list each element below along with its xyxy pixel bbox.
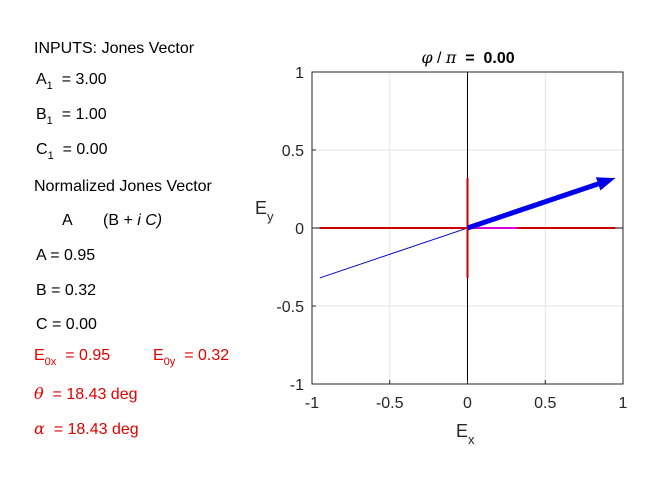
title-value: = 0.00 xyxy=(456,50,514,67)
x-tick-label-1: -0.5 xyxy=(376,395,404,412)
e0y-value: = 0.32 xyxy=(184,347,230,364)
title-phi: φ xyxy=(421,48,433,67)
alpha-value: = 18.43 deg xyxy=(53,421,139,438)
ticks xyxy=(311,71,624,385)
b1-subscript: 1 xyxy=(46,115,53,127)
a1-label: A xyxy=(36,71,47,88)
a1-subscript: 1 xyxy=(46,80,53,92)
y-axis-label: Ey xyxy=(255,198,274,224)
b1-label: B xyxy=(36,106,47,123)
y-tick-label-4: 1 xyxy=(295,65,304,82)
theta-readout: θ = 18.43 deg xyxy=(34,385,138,404)
c1-value: = 0.00 xyxy=(62,141,108,158)
x-axis-label-main: E xyxy=(456,421,468,441)
y-tick-label-1: -0.5 xyxy=(276,299,304,316)
e0x-subscript: 0x xyxy=(44,356,57,368)
plot-series xyxy=(312,72,623,384)
b1-value: = 1.00 xyxy=(61,106,107,123)
input-a1: A1 = 3.00 xyxy=(36,71,107,92)
x-tick-label-3: 0.5 xyxy=(534,395,556,412)
x-tick-label-4: 1 xyxy=(619,395,628,412)
e0y-label: E xyxy=(153,347,164,364)
e0y-readout: E0y = 0.32 xyxy=(153,347,230,368)
field-arrow-shaft xyxy=(466,181,599,231)
inputs-heading: INPUTS: Jones Vector xyxy=(34,40,195,57)
y-tick-label-3: 0.5 xyxy=(282,143,304,160)
tick-labels: -1 -0.5 0 0.5 1 -1 -0.5 0 0.5 1 xyxy=(276,65,627,412)
vector-b-open: (B + xyxy=(103,212,138,229)
alpha-readout: α = 18.43 deg xyxy=(34,420,139,439)
c1-subscript: 1 xyxy=(47,150,54,162)
y-axis-label-main: E xyxy=(255,198,267,218)
e0y-subscript: 0y xyxy=(163,356,176,368)
x-axis-label-sub: x xyxy=(468,432,475,447)
y-tick-label-0: -1 xyxy=(290,377,304,394)
a1-value: = 3.00 xyxy=(61,71,107,88)
title-pi: π xyxy=(445,48,457,67)
normalized-c: C = 0.00 xyxy=(36,316,97,333)
input-b1: B1 = 1.00 xyxy=(36,106,107,127)
vector-a-label: A xyxy=(62,212,73,229)
plot-title: φ / π = 0.00 xyxy=(421,48,514,67)
y-axis-label-sub: y xyxy=(267,209,274,224)
field-arrow-head xyxy=(595,177,616,191)
theta-value: = 18.43 deg xyxy=(52,386,138,403)
e0x-value: = 0.95 xyxy=(65,347,111,364)
e0x-readout: E0x = 0.95 xyxy=(34,347,111,368)
vector-bc-label: (B + i C) xyxy=(103,212,162,230)
normalized-b: B = 0.32 xyxy=(36,282,97,299)
normalized-heading: Normalized Jones Vector xyxy=(34,178,212,195)
x-tick-label-0: -1 xyxy=(305,395,319,412)
e0x-label: E xyxy=(34,347,45,364)
y-tick-label-2: 0 xyxy=(295,221,304,238)
x-axis-label: Ex xyxy=(456,421,475,447)
theta-symbol: θ xyxy=(34,384,44,403)
c1-label: C xyxy=(36,141,48,158)
x-tick-label-2: 0 xyxy=(463,395,472,412)
title-divider: / xyxy=(433,50,446,67)
alpha-symbol: α xyxy=(34,419,45,438)
normalized-a: A = 0.95 xyxy=(36,247,96,264)
input-c1: C1 = 0.00 xyxy=(36,141,108,162)
vector-i: i xyxy=(137,212,141,229)
vector-c-close: C) xyxy=(140,212,163,229)
